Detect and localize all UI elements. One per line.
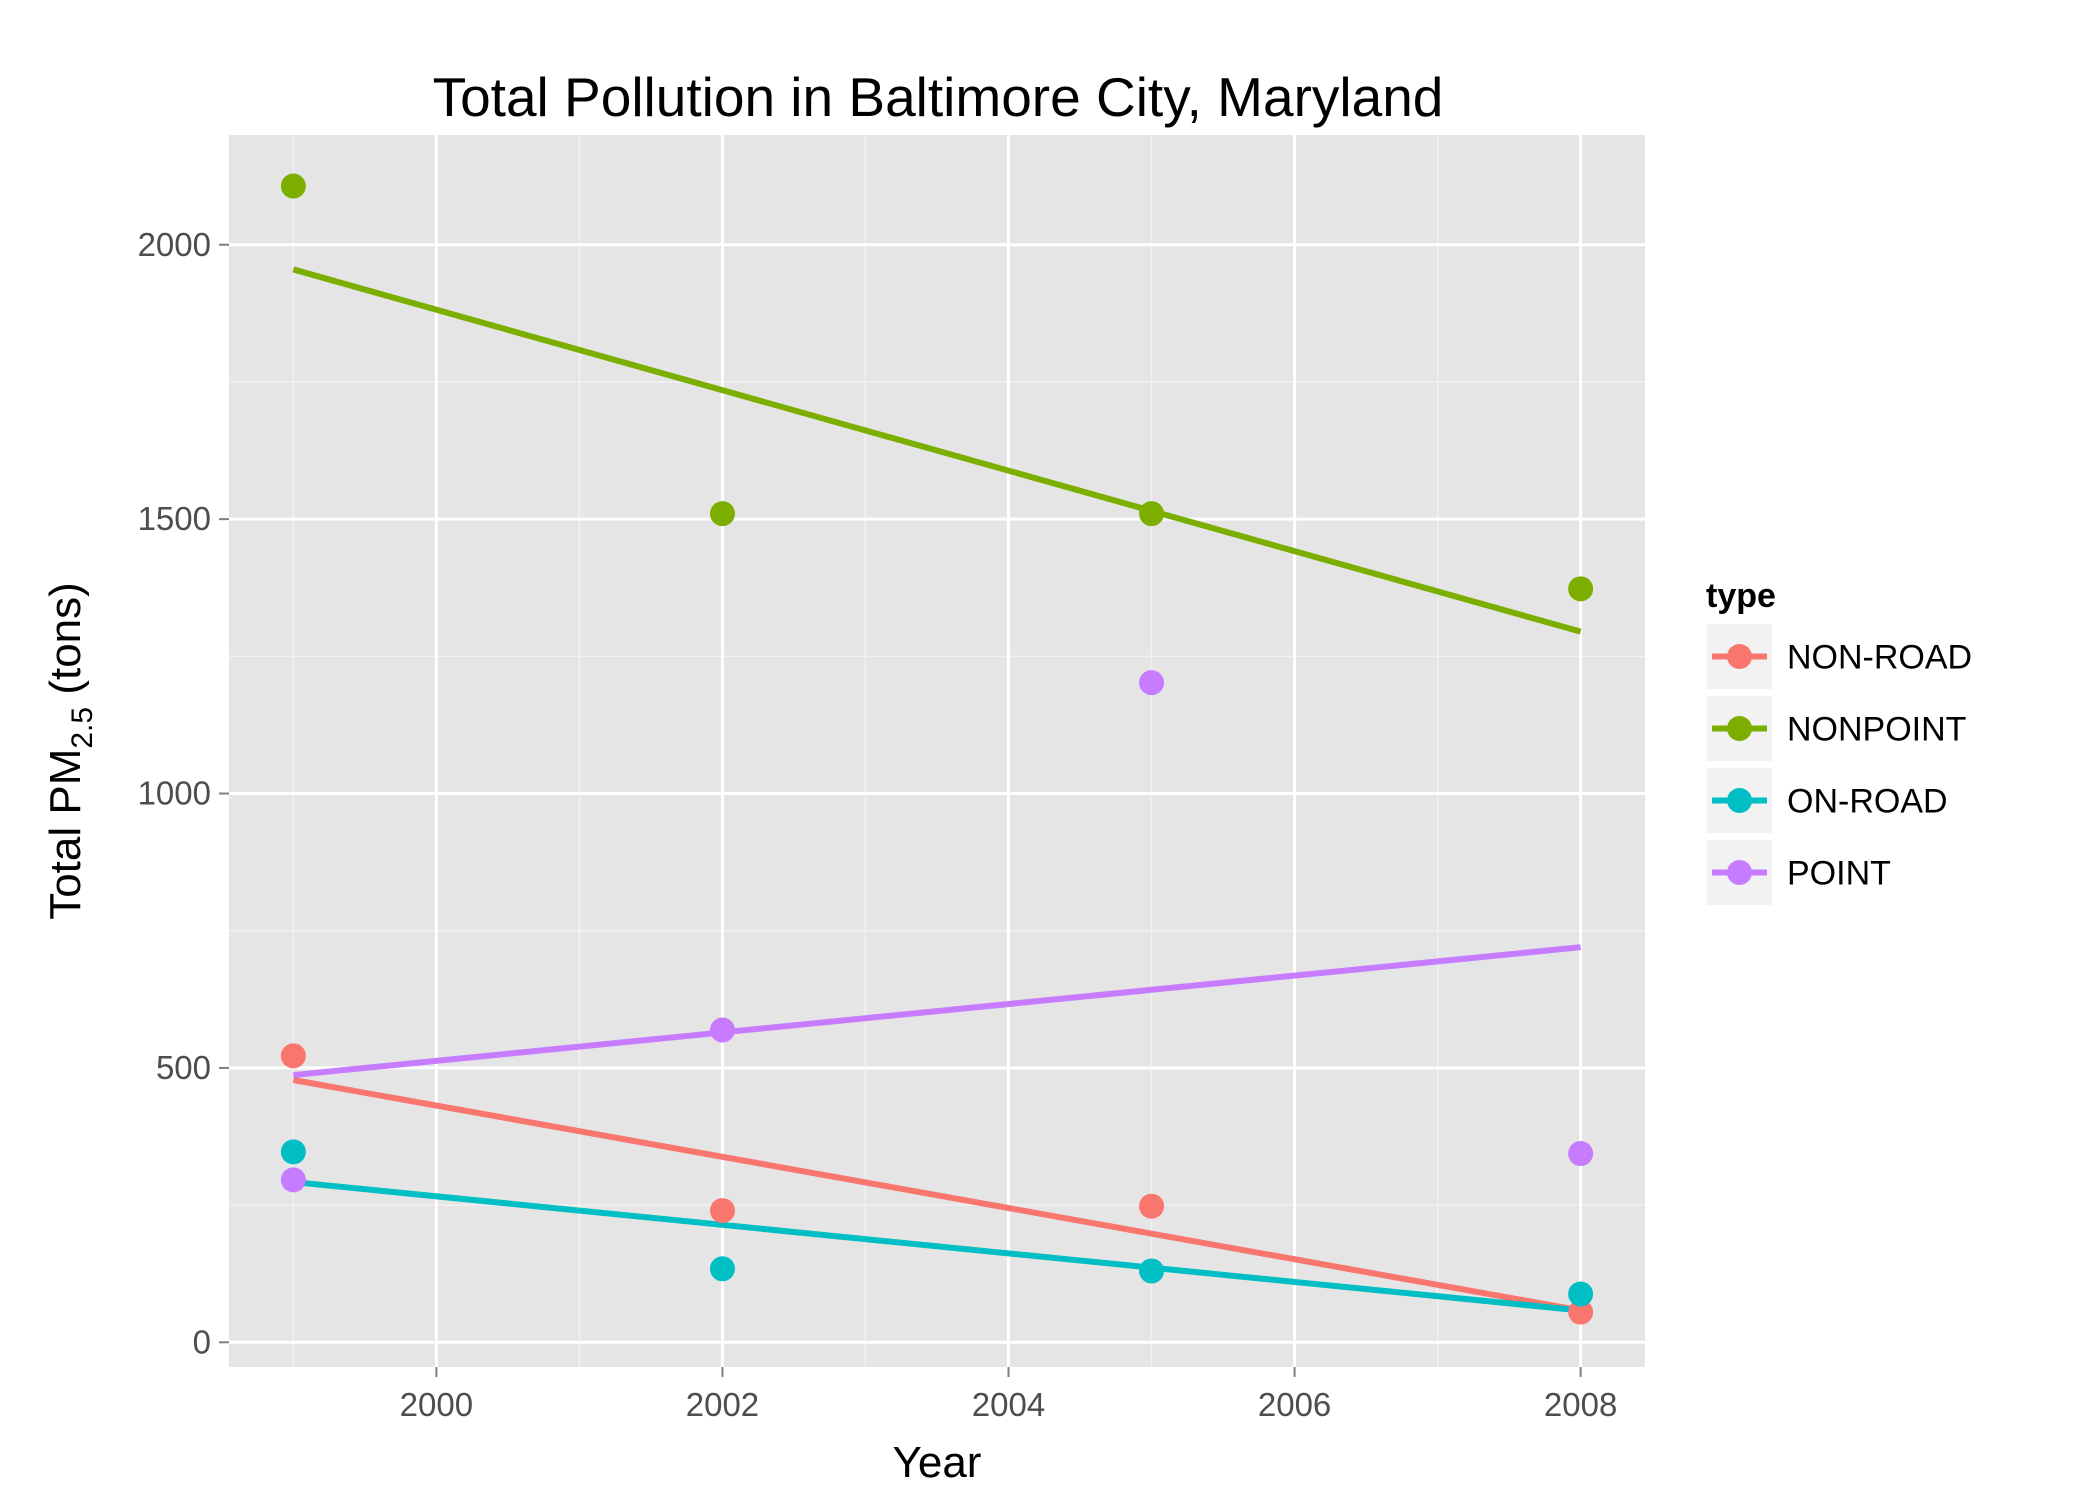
trend-line-non-road — [292, 1077, 1582, 1314]
data-point-point — [709, 1017, 735, 1043]
legend-item-non-road: NON-ROAD — [1705, 622, 1972, 691]
legend-label: NON-ROAD — [1787, 639, 1972, 677]
data-point-non-road — [709, 1198, 735, 1224]
data-points — [280, 173, 1594, 1325]
legend-label: ON-ROAD — [1787, 783, 1948, 821]
data-point-on-road — [1139, 1258, 1165, 1284]
y-axis-title-subscript: 2.5 — [66, 707, 99, 749]
chart-title: Total Pollution in Baltimore City, Maryl… — [433, 66, 1444, 128]
axes: 2000 2002 2004 2006 2008 0 500 1000 1500 2000 — [138, 226, 1618, 1423]
legend-label: POINT — [1787, 855, 1891, 893]
data-point-non-road — [1568, 1299, 1594, 1325]
x-tick-label: 2002 — [686, 1386, 759, 1423]
data-point-nonpoint — [1139, 501, 1165, 527]
data-point-point — [1139, 670, 1165, 696]
legend-key-point — [1727, 860, 1752, 885]
data-point-on-road — [1568, 1281, 1594, 1307]
y-axis-title-main: Total PM — [41, 749, 90, 920]
x-tick-label: 2000 — [400, 1386, 473, 1423]
data-point-on-road — [280, 1139, 306, 1165]
y-axis-title: Total PM2.5 (tons) — [41, 582, 99, 920]
data-point-nonpoint — [280, 173, 306, 199]
data-point-nonpoint — [709, 501, 735, 527]
y-tick-label: 2000 — [138, 226, 211, 263]
legend-key-point — [1727, 788, 1752, 813]
legend-item-point: POINT — [1705, 838, 1891, 907]
x-tick-label: 2004 — [972, 1386, 1045, 1423]
x-tick-label: 2006 — [1258, 1386, 1331, 1423]
trend-line-point — [293, 944, 1581, 1079]
data-point-non-road — [280, 1043, 306, 1069]
legend: NON-ROAD NONPOINT ON-ROAD POINT — [1705, 622, 1972, 907]
data-point-on-road — [709, 1256, 735, 1282]
legend-label: NONPOINT — [1787, 711, 1966, 749]
legend-title: type — [1706, 577, 1776, 615]
plot-panel — [229, 135, 1645, 1367]
y-tick-label: 1000 — [138, 775, 211, 812]
data-point-non-road — [1139, 1193, 1165, 1219]
y-tick-label: 0 — [193, 1323, 211, 1360]
x-tick-label: 2008 — [1544, 1386, 1617, 1423]
legend-key-point — [1727, 716, 1752, 741]
trend-line-nonpoint — [292, 266, 1582, 635]
legend-item-nonpoint: NONPOINT — [1705, 694, 1966, 763]
y-tick-label: 500 — [156, 1049, 211, 1086]
y-axis-title-suffix: (tons) — [41, 582, 90, 707]
data-point-point — [1568, 1141, 1594, 1167]
y-tick-label: 1500 — [138, 500, 211, 537]
data-point-point — [280, 1167, 306, 1193]
trend-line-on-road — [293, 1179, 1581, 1314]
legend-item-on-road: ON-ROAD — [1705, 766, 1948, 835]
legend-key-point — [1727, 644, 1752, 669]
trend-lines — [292, 266, 1582, 1314]
x-axis-title: Year — [893, 1438, 982, 1487]
data-point-nonpoint — [1568, 576, 1594, 602]
